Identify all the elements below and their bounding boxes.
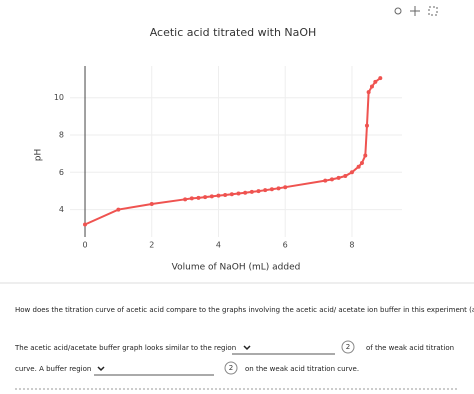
data-point [363,153,368,158]
data-point [366,90,371,95]
dropdown[interactable] [232,345,335,355]
data-point [216,193,221,198]
question-text: How does the titration curve of acetic a… [15,306,474,314]
zoom-icon[interactable] [394,7,402,15]
y-tick-label: 6 [59,168,64,177]
data-point [329,177,334,182]
data-point [149,201,154,206]
data-point [283,185,288,190]
data-point [196,195,201,200]
data-point [343,174,348,179]
y-axis-label: pH [34,149,44,161]
data-point [249,189,254,194]
chart: Acetic acid titrated with NaOH Volume of… [34,26,402,273]
data-point [373,79,378,84]
data-point [243,190,248,195]
data-point [349,170,354,175]
x-tick-label: 6 [283,241,288,250]
x-tick-label: 2 [149,241,154,250]
data-point [356,164,361,169]
dropdown-chevron[interactable] [97,366,105,372]
badge [341,340,355,354]
data-point [189,196,194,201]
data-point [209,194,214,199]
answer-text: on the weak acid titration curve. [245,365,359,373]
data-point [229,192,234,197]
badge-text: 2 [229,364,233,372]
data-point [269,187,274,192]
autoscale-icon[interactable] [428,6,438,16]
data-point [236,191,241,196]
data-point [369,84,374,89]
dropdown[interactable] [94,366,214,376]
x-tick-label: 4 [216,241,221,250]
badge [224,361,238,375]
data-point [203,195,208,200]
data-point [336,175,341,180]
data-point [359,160,364,165]
chart-title: Acetic acid titrated with NaOH [150,26,317,39]
data-point [263,188,268,193]
data-point [323,178,328,183]
data-point [223,193,228,198]
data-point [256,189,261,194]
data-point [116,207,121,212]
answer-text: The acetic acid/acetate buffer graph loo… [14,344,236,352]
badge-text: 2 [346,343,350,351]
dropdown-chevron[interactable] [243,345,251,351]
data-point [378,76,383,81]
x-axis-label: Volume of NaOH (mL) added [172,263,301,273]
answer-text: curve. A buffer region [15,365,91,373]
x-tick-label: 0 [82,241,87,250]
toolbar[interactable] [394,6,438,16]
data-point [83,222,88,227]
y-tick-label: 8 [59,130,64,139]
data-point [364,123,369,128]
pan-icon[interactable] [410,6,420,16]
x-tick-label: 8 [349,241,354,250]
data-point [276,186,281,191]
answer-text: of the weak acid titration [366,344,454,352]
data-point [183,197,188,202]
y-tick-label: 4 [59,205,64,214]
y-tick-label: 10 [54,93,64,102]
